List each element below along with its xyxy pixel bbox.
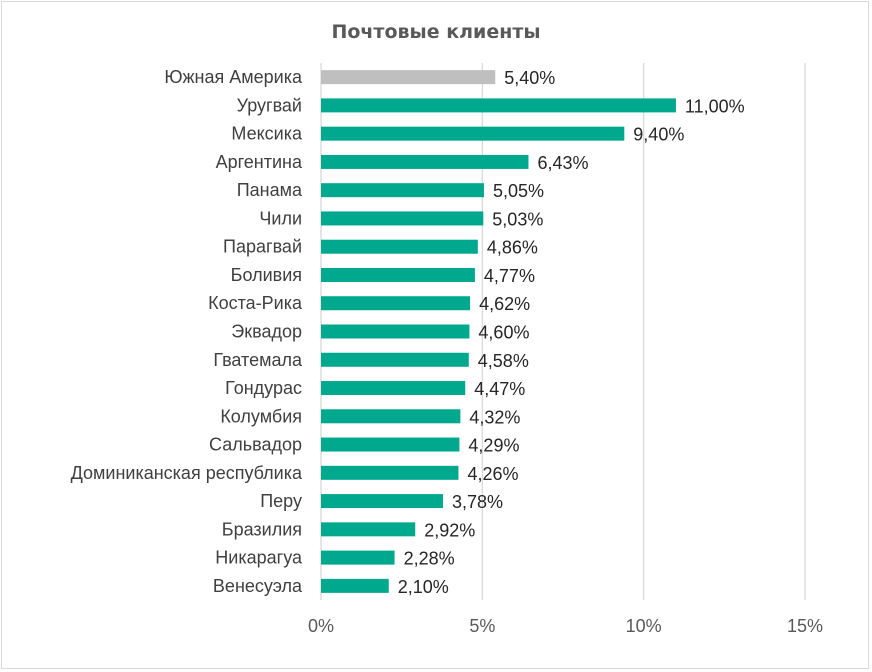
value-label: 5,05% [493,181,544,201]
bar [321,325,469,339]
value-label: 4,77% [484,266,535,286]
category-label: Никарагуа [215,548,303,568]
category-labels: Южная Америка Уругвай Мексика Аргентина Пана… [71,67,303,596]
value-label: 5,40% [504,68,555,88]
bar [321,466,458,480]
bar [321,240,478,254]
value-label: 4,60% [478,323,529,343]
category-label: Боливия [231,265,302,285]
x-tick-label: 0% [308,616,334,636]
bar [321,381,465,395]
value-label: 9,40% [633,125,684,145]
value-label: 3,78% [452,492,503,512]
category-label: Аргентина [216,152,303,172]
x-tick-label: 5% [469,616,495,636]
x-tick-label: 15% [787,616,823,636]
bar [321,296,470,310]
x-tick-label: 10% [626,616,662,636]
category-label: Коста-Рика [208,293,303,313]
category-label: Перу [260,491,302,511]
value-label: 6,43% [537,153,588,173]
category-label: Парагвай [223,237,302,257]
category-label: Колумбия [220,406,302,426]
bar [321,268,475,282]
category-label: Сальвадор [209,435,302,455]
value-label: 4,29% [468,436,519,456]
bar [321,494,443,508]
category-label: Бразилия [222,519,302,539]
bar [321,183,484,197]
value-label: 2,10% [398,577,449,597]
value-label: 11,00% [685,96,745,116]
category-label: Гондурас [225,378,302,398]
category-label: Южная Америка [164,67,303,87]
value-label: 4,62% [479,294,530,314]
value-label: 4,26% [467,464,518,484]
bar [321,522,415,536]
category-label: Венесуэла [213,576,303,596]
x-axis-ticks: 0% 5% 10% 15% [308,616,823,636]
bar [321,70,495,84]
value-label: 2,92% [424,520,475,540]
category-label: Эквадор [231,322,302,342]
bar [321,551,395,565]
category-label: Уругвай [237,95,302,115]
category-label: Доминиканская республика [71,463,303,483]
value-label: 2,28% [404,549,455,569]
bar [321,127,624,141]
chart-title: Почтовые клиенты [331,21,540,43]
category-label: Чили [259,208,302,228]
value-label: 4,86% [487,238,538,258]
value-label: 4,58% [478,351,529,371]
category-label: Гватемала [213,350,303,370]
bar [321,353,469,367]
bar [321,409,460,423]
value-label: 4,32% [469,407,520,427]
bar [321,98,676,112]
bar [321,211,483,225]
bar [321,579,389,593]
bar [321,438,459,452]
value-label: 5,03% [492,209,543,229]
bar [321,155,528,169]
value-label: 4,47% [474,379,525,399]
category-label: Мексика [231,124,303,144]
category-label: Панама [237,180,303,200]
